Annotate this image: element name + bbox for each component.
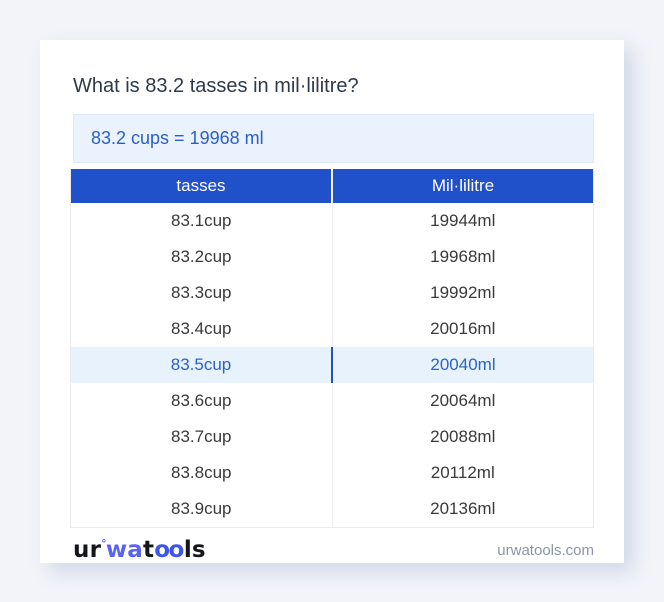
conversion-table: tasses Mil·lilitre 83.1cup 19944ml 83.2c… [70,169,594,528]
cell-ml: 20112ml [430,463,495,482]
cell-cups: 83.8cup [71,455,333,491]
logo-part-wa: wa [105,537,143,563]
logo-part-ls: ls [183,537,206,563]
table-row-highlighted[interactable]: 83.5cup 20040ml [71,347,593,383]
cell-cups: 83.9cup [71,491,333,527]
cell-ml: 19968ml [430,247,496,266]
cell-cups: 83.6cup [71,383,333,419]
table-row[interactable]: 83.7cup 20088ml [71,419,593,455]
logo-degree-mark: ° [101,537,107,550]
logo-part-ur: ur [73,537,102,563]
page-title: What is 83.2 tasses in mil·lilitre? [73,75,359,97]
table-row[interactable]: 83.2cup 19968ml [71,239,593,275]
table-row[interactable]: 83.1cup 19944ml [71,203,593,239]
answer-text: 83.2 cups = 19968 ml [91,128,264,148]
table-row[interactable]: 83.8cup 20112ml [71,455,593,491]
column-header-tasses: tasses [71,169,333,203]
cell-ml: 20088ml [430,427,496,446]
cell-ml: 20040ml [430,355,496,374]
cell-cups: 83.4cup [71,311,333,347]
answer-box: 83.2 cups = 19968 ml [73,114,594,163]
cell-ml: 20136ml [430,499,496,518]
table-row[interactable]: 83.4cup 20016ml [71,311,593,347]
urwatools-logo[interactable]: ur°watools [73,537,206,563]
site-domain-text: urwatools.com [497,541,594,559]
table-row[interactable]: 83.6cup 20064ml [71,383,593,419]
cell-ml: 20064ml [430,391,496,410]
converter-card: What is 83.2 tasses in mil·lilitre? 83.2… [40,40,624,563]
cell-cups: 83.2cup [71,239,333,275]
cell-cups: 83.7cup [71,419,333,455]
cell-ml: 19944ml [430,211,496,230]
table-header-row: tasses Mil·lilitre [71,169,593,203]
cell-cups: 83.5cup [71,347,333,383]
cell-cups: 83.3cup [71,275,333,311]
table-row[interactable]: 83.3cup 19992ml [71,275,593,311]
cell-ml: 19992ml [430,283,496,302]
logo-part-t: t [143,537,155,563]
logo-part-oo: oo [154,537,184,563]
card-footer: ur°watools urwatools.com [73,537,594,563]
table-row[interactable]: 83.9cup 20136ml [71,491,593,527]
cell-cups: 83.1cup [71,203,333,239]
cell-ml: 20016ml [430,319,496,338]
column-header-millilitre: Mil·lilitre [431,176,495,195]
